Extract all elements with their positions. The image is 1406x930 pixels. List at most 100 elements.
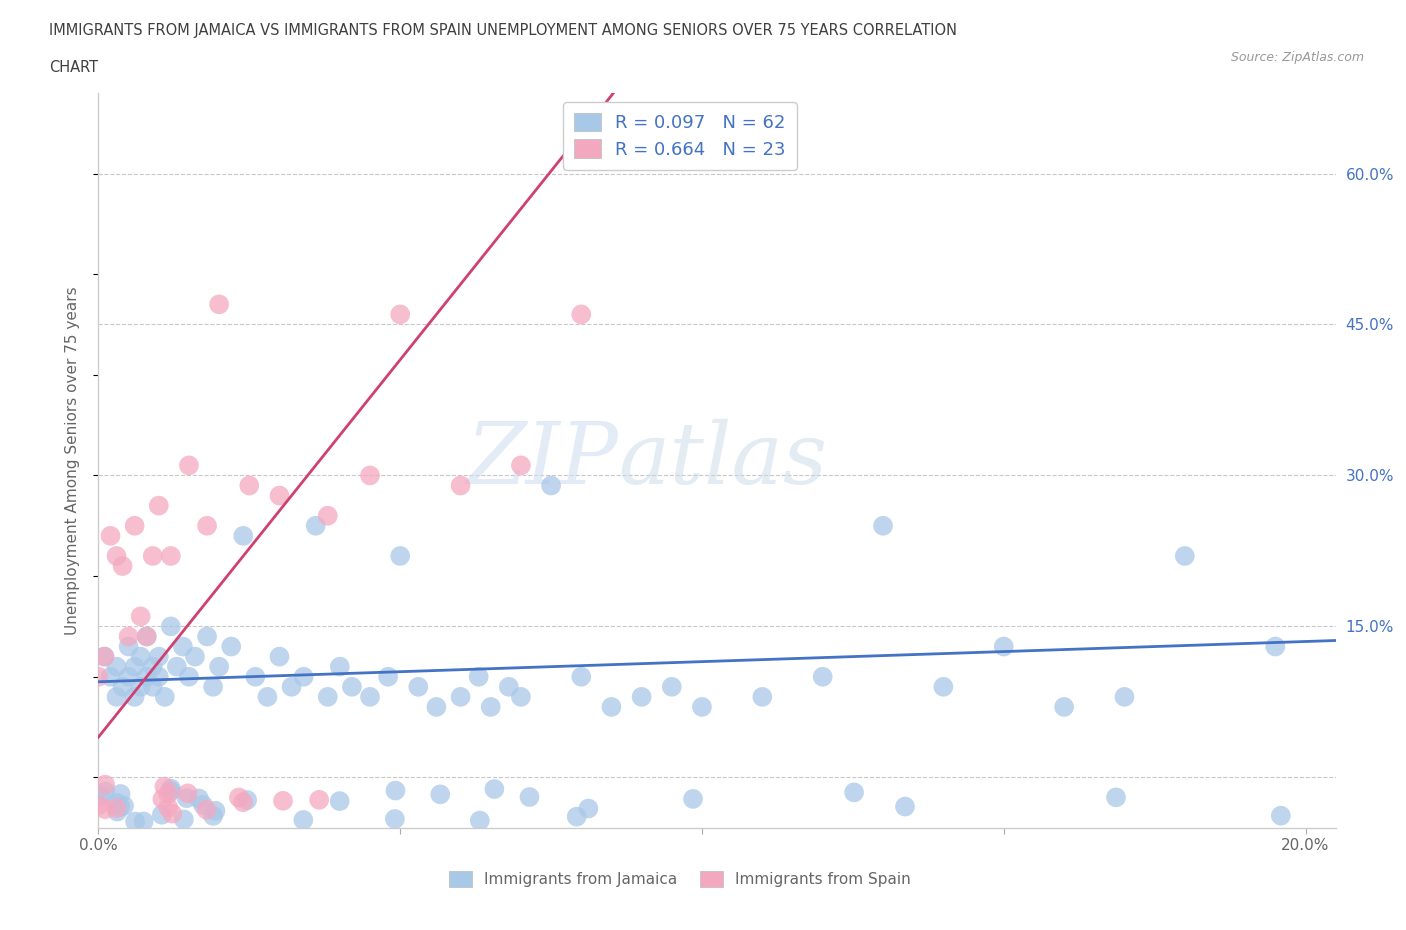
Point [124, 814, 146, 829]
Point [105, 804, 128, 819]
Point [630, 689, 652, 704]
Point [153, 689, 176, 704]
Point [202, 679, 225, 694]
Point [157, 787, 180, 802]
Point [87, 670, 110, 684]
Point [316, 509, 339, 524]
Point [578, 801, 600, 816]
Point [105, 795, 128, 810]
Point [150, 807, 173, 822]
Point [87, 797, 110, 812]
Point [1264, 639, 1286, 654]
Point [389, 307, 412, 322]
Point [202, 808, 225, 823]
Point [152, 791, 174, 806]
Point [110, 787, 132, 802]
Point [271, 793, 294, 808]
Point [540, 478, 562, 493]
Point [110, 799, 132, 814]
Point [129, 609, 152, 624]
Point [105, 801, 128, 816]
Point [105, 659, 128, 674]
Text: ZIP: ZIP [467, 419, 619, 501]
Point [232, 795, 254, 810]
Point [204, 804, 226, 818]
Point [208, 659, 231, 674]
Point [316, 689, 339, 704]
Point [811, 670, 834, 684]
Point [232, 528, 254, 543]
Point [117, 670, 139, 684]
Point [129, 679, 152, 694]
Point [377, 670, 399, 684]
Point [872, 518, 894, 533]
Point [236, 792, 259, 807]
Point [124, 518, 146, 533]
Point [484, 781, 506, 796]
Point [389, 549, 412, 564]
Point [173, 812, 195, 827]
Point [177, 670, 200, 684]
Point [195, 803, 218, 817]
Point [187, 791, 209, 806]
Point [117, 639, 139, 654]
Point [228, 790, 250, 804]
Point [195, 629, 218, 644]
Point [245, 670, 267, 684]
Point [112, 798, 135, 813]
Point [269, 488, 291, 503]
Point [142, 659, 165, 674]
Point [100, 670, 122, 684]
Point [238, 478, 260, 493]
Point [1053, 699, 1076, 714]
Point [450, 478, 472, 493]
Point [135, 670, 157, 684]
Point [509, 458, 531, 472]
Point [129, 649, 152, 664]
Point [359, 689, 381, 704]
Point [157, 800, 180, 815]
Point [450, 689, 472, 704]
Point [292, 670, 315, 684]
Point [429, 787, 451, 802]
Point [105, 689, 128, 704]
Point [94, 784, 117, 799]
Point [468, 813, 491, 828]
Point [1174, 549, 1197, 564]
Point [94, 777, 117, 792]
Point [166, 659, 188, 674]
Point [993, 639, 1015, 654]
Point [292, 813, 315, 828]
Point [569, 670, 592, 684]
Point [384, 783, 406, 798]
Point [184, 649, 207, 664]
Point [1270, 808, 1292, 823]
Point [308, 792, 330, 807]
Point [329, 659, 352, 674]
Point [256, 689, 278, 704]
Point [176, 790, 198, 805]
Point [340, 679, 363, 694]
Point [842, 785, 865, 800]
Point [111, 679, 134, 694]
Point [153, 779, 176, 794]
Point [142, 549, 165, 564]
Point [208, 297, 231, 312]
Point [135, 629, 157, 644]
Point [1105, 790, 1128, 804]
Point [160, 619, 183, 634]
Point [682, 791, 704, 806]
Point [172, 639, 194, 654]
Point [269, 649, 291, 664]
Y-axis label: Unemployment Among Seniors over 75 years: Unemployment Among Seniors over 75 years [65, 286, 80, 634]
Point [384, 812, 406, 827]
Point [162, 806, 184, 821]
Text: Source: ZipAtlas.com: Source: ZipAtlas.com [1230, 51, 1364, 64]
Point [305, 518, 328, 533]
Point [408, 679, 430, 694]
Point [132, 814, 155, 829]
Point [425, 699, 447, 714]
Point [479, 699, 502, 714]
Legend: Immigrants from Jamaica, Immigrants from Spain: Immigrants from Jamaica, Immigrants from… [443, 865, 917, 894]
Point [148, 498, 170, 513]
